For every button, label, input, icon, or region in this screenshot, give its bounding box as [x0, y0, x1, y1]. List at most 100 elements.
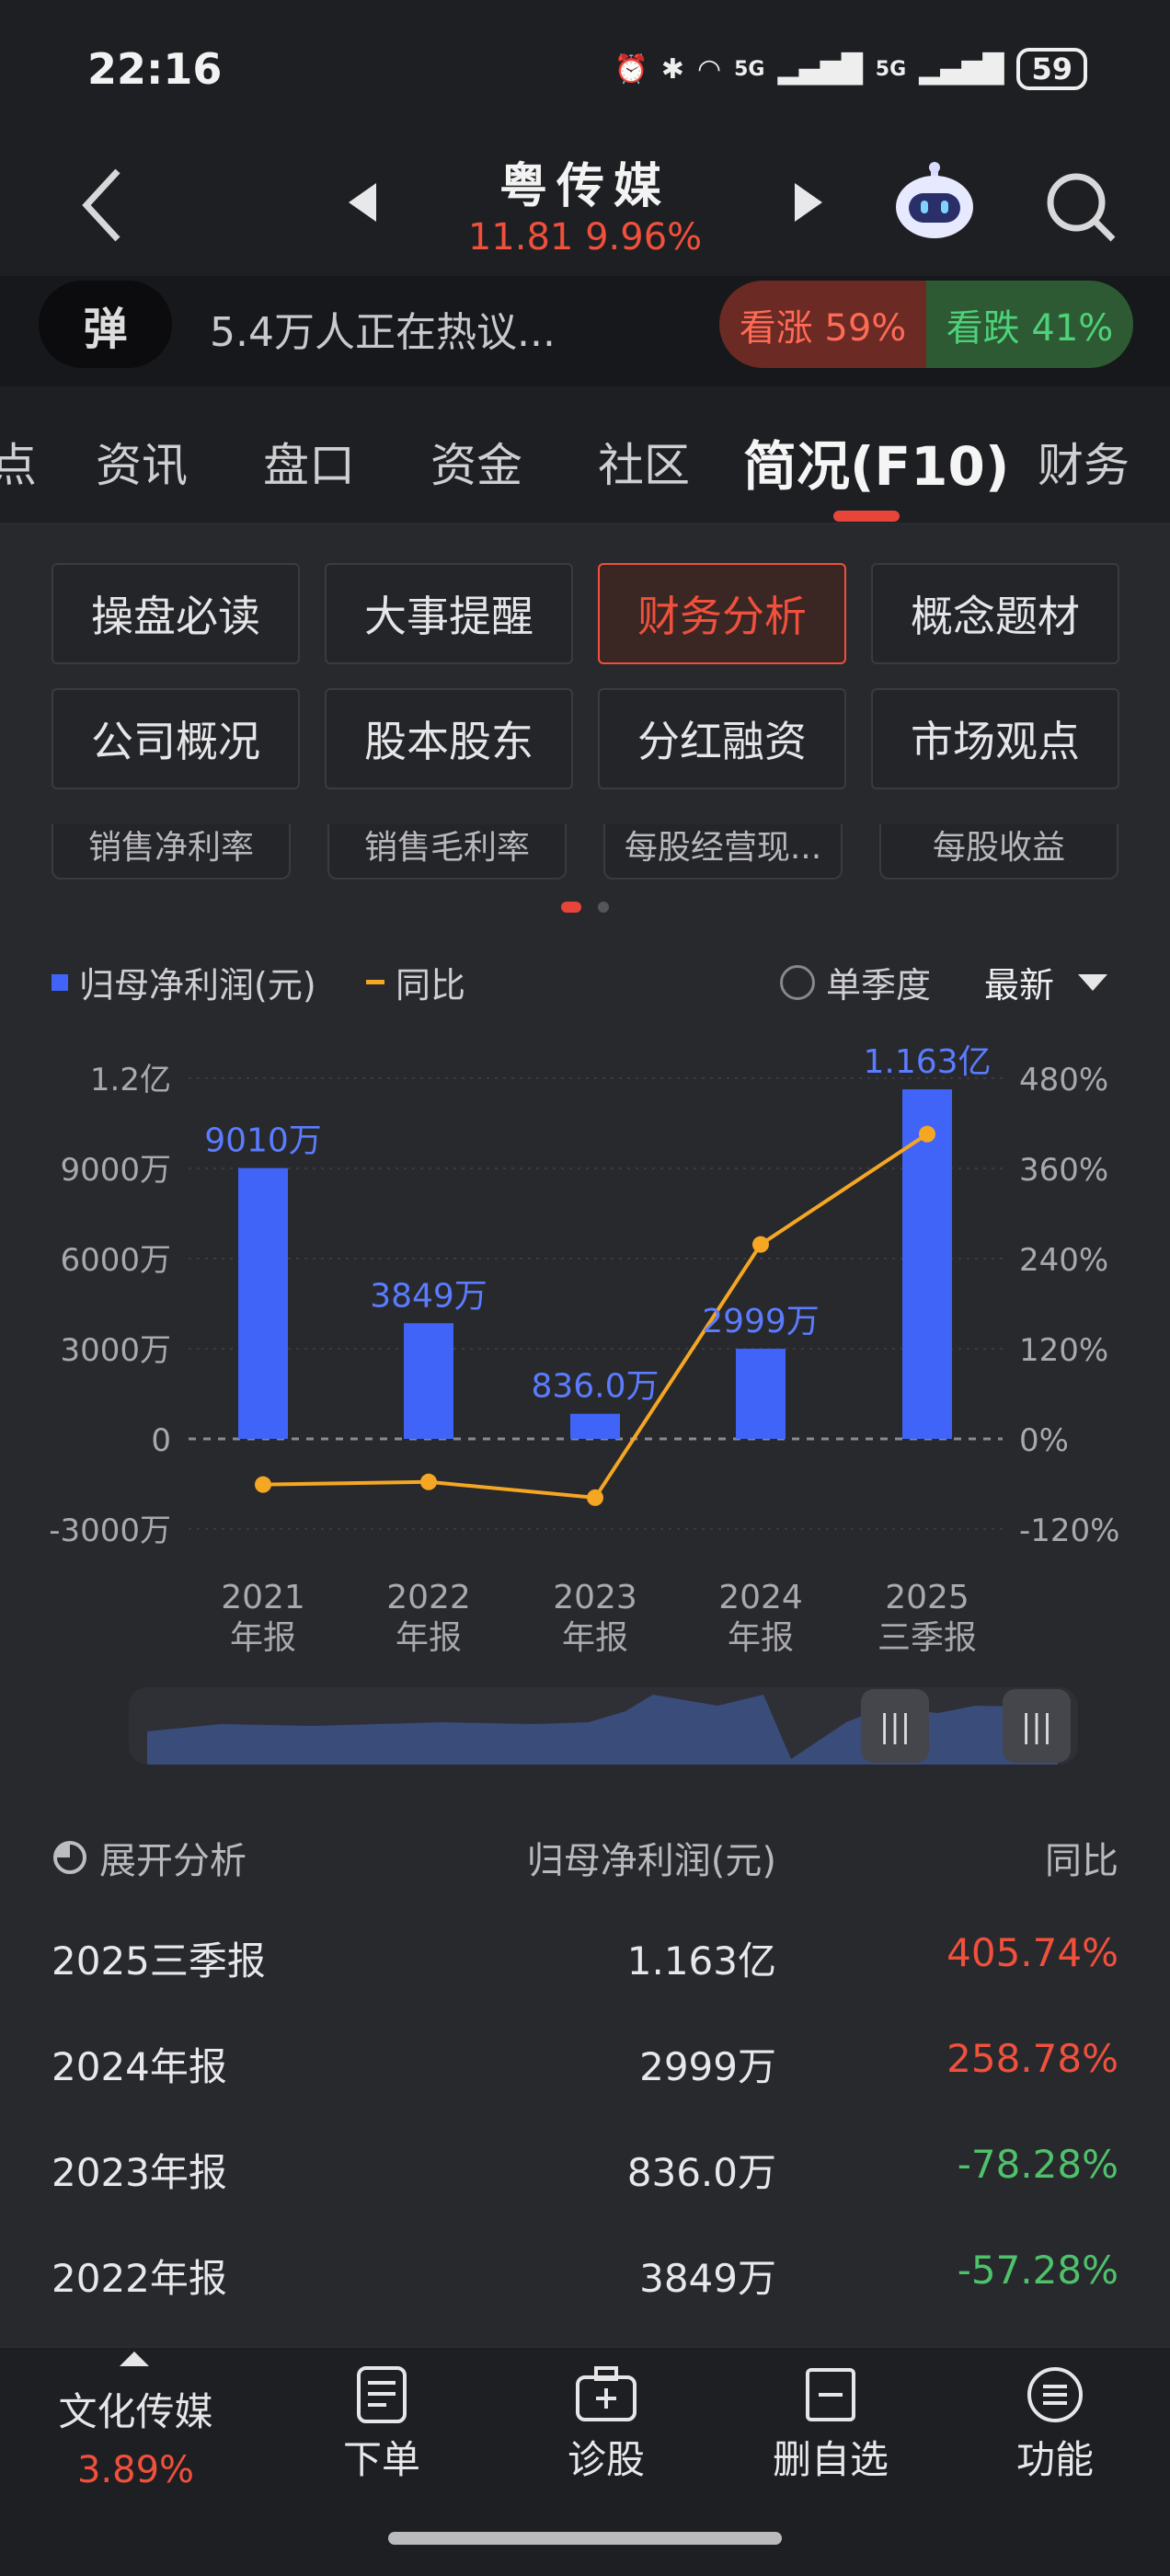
- events-reminder-button[interactable]: 大事提醒: [325, 563, 573, 664]
- chevron-down-icon: [1078, 973, 1108, 991]
- yoy-point: [420, 1473, 437, 1490]
- metric-op-cashflow-button[interactable]: 每股经营现...: [603, 824, 843, 880]
- chart-yoy-line: [255, 1125, 935, 1506]
- right-tick-label: 120%: [1019, 1332, 1108, 1369]
- bullish-vote-button[interactable]: 看涨 59%: [719, 281, 926, 368]
- signal-icon: ▂▄▆█: [777, 52, 863, 86]
- stock-price-change: 11.81 9.96%: [0, 216, 1170, 259]
- tab-f10[interactable]: 简况(F10): [743, 435, 1010, 498]
- single-quarter-label: 单季度: [826, 965, 932, 1006]
- functions-button[interactable]: 功能: [995, 2364, 1115, 2485]
- table-row-value: 3849万: [639, 2256, 776, 2301]
- table-row-yoy: 258.78%: [946, 2036, 1118, 2081]
- dividend-financing-button[interactable]: 分红融资: [598, 688, 846, 789]
- tab-news[interactable]: 资讯: [96, 439, 188, 492]
- legend-bar-swatch: [52, 973, 68, 991]
- active-tab-indicator: [833, 511, 900, 522]
- concept-theme-button[interactable]: 概念题材: [871, 563, 1119, 664]
- table-row-yoy: 405.74%: [946, 1930, 1118, 1975]
- chart-range-slider[interactable]: ||| |||: [129, 1685, 1078, 1766]
- bar-value-label: 2999万: [702, 1303, 820, 1340]
- danmu-toggle-button[interactable]: 弹: [39, 281, 172, 368]
- diagnose-label: 诊股: [567, 2437, 645, 2482]
- metric-gross-margin-button[interactable]: 销售毛利率: [327, 824, 567, 880]
- left-tick-label: 3000万: [60, 1332, 171, 1369]
- table-row-period: 2023年报: [52, 2150, 227, 2195]
- tab-partial[interactable]: 点: [0, 439, 37, 492]
- danmu-label: 弹: [83, 303, 128, 355]
- tab-funds[interactable]: 资金: [430, 439, 522, 492]
- remove-watchlist-label: 删自选: [772, 2437, 889, 2482]
- tab-finance[interactable]: 财务: [1038, 439, 1130, 492]
- right-tick-label: 240%: [1019, 1242, 1108, 1279]
- table-row-value: 2999万: [639, 2044, 776, 2089]
- x-tick-sublabel: 年报: [562, 1619, 628, 1657]
- search-icon[interactable]: [1039, 166, 1122, 248]
- legend-bar-label: 归母净利润(元): [79, 965, 316, 1006]
- diagnose-icon: [576, 2366, 637, 2421]
- main-tabs: 点 资讯 盘口 资金 社区 简况(F10) 财务: [0, 394, 1170, 524]
- remove-watchlist-button[interactable]: 删自选: [762, 2364, 900, 2485]
- table-row-value: 1.163亿: [626, 1938, 776, 1984]
- profit-bar: [404, 1323, 453, 1439]
- discussion-text[interactable]: 5.4万人正在热议...: [210, 309, 556, 356]
- bottom-nav: [0, 2346, 1170, 2504]
- battery-icon: 59: [1016, 48, 1087, 90]
- prev-stock-icon[interactable]: [345, 179, 382, 225]
- right-tick-label: 0%: [1019, 1422, 1069, 1459]
- profit-bar: [736, 1349, 786, 1439]
- chart-labels: 9010万3849万836.0万2999万1.163亿2021年报2022年报2…: [204, 1043, 991, 1657]
- order-button[interactable]: 下单: [322, 2364, 442, 2485]
- tab-orderbook[interactable]: 盘口: [263, 439, 355, 492]
- menu-icon: [1027, 2367, 1083, 2422]
- table-row-period: 2025三季报: [52, 1938, 266, 1984]
- sector-change: 3.89%: [76, 2449, 195, 2491]
- chevron-up-icon[interactable]: [116, 2348, 153, 2368]
- x-tick-sublabel: 三季报: [878, 1619, 977, 1657]
- x-tick-label: 2021: [221, 1579, 305, 1616]
- right-tick-label: -120%: [1019, 1512, 1119, 1549]
- table-row-yoy: -57.28%: [957, 2248, 1118, 2293]
- home-indicator[interactable]: [388, 2532, 782, 2545]
- pie-icon: [53, 1841, 86, 1874]
- status-bar: [0, 0, 1170, 138]
- right-tick-label: 360%: [1019, 1152, 1108, 1189]
- single-quarter-radio[interactable]: [780, 964, 815, 1000]
- table-col-yoy-header: 同比: [1045, 1840, 1118, 1882]
- expand-analysis-button[interactable]: 展开分析: [52, 1831, 247, 1884]
- bluetooth-icon: ✱: [660, 52, 684, 86]
- legend-bar: 归母净利润(元): [52, 957, 316, 1007]
- metric-eps-button[interactable]: 每股收益: [879, 824, 1118, 880]
- tab-community[interactable]: 社区: [598, 439, 690, 492]
- stock-price: 11.81: [467, 216, 574, 259]
- metric-net-margin-button[interactable]: 销售净利率: [52, 824, 291, 880]
- sector-name[interactable]: 文化传媒: [58, 2389, 213, 2434]
- company-profile-button[interactable]: 公司概况: [52, 688, 300, 789]
- profit-bar: [570, 1413, 620, 1439]
- financial-analysis-button[interactable]: 财务分析: [598, 563, 846, 664]
- diagnose-button[interactable]: 诊股: [546, 2364, 666, 2485]
- next-stock-icon[interactable]: [789, 179, 826, 225]
- stock-name: 粤传媒: [499, 159, 671, 214]
- bearish-vote-button[interactable]: 看跌 41%: [926, 281, 1133, 368]
- x-tick-sublabel: 年报: [230, 1619, 296, 1657]
- wifi-icon: ◠: [696, 52, 722, 86]
- robot-assistant-icon[interactable]: [890, 156, 979, 245]
- yoy-point: [587, 1489, 603, 1506]
- x-tick-sublabel: 年报: [396, 1619, 462, 1657]
- read-must-button[interactable]: 操盘必读: [52, 563, 300, 664]
- market-views-button[interactable]: 市场观点: [871, 688, 1119, 789]
- profit-chart: 1.2亿 9000万 6000万 3000万 0 -3000万 480% 360% 240% 12…: [49, 1043, 1119, 1657]
- period-dropdown-label: 最新: [984, 965, 1055, 1006]
- profit-bar: [902, 1089, 952, 1439]
- back-arrow-icon[interactable]: [74, 164, 129, 247]
- period-dropdown[interactable]: 最新: [984, 957, 1108, 1007]
- single-quarter-toggle[interactable]: 单季度: [780, 957, 931, 1007]
- legend-line-swatch: [366, 980, 384, 984]
- left-tick-label: 9000万: [60, 1152, 171, 1189]
- signal-icon-2: ▂▄▆█: [919, 52, 1004, 86]
- shareholders-button[interactable]: 股本股东: [325, 688, 573, 789]
- svg-text:|||: |||: [1021, 1708, 1052, 1745]
- range-handle-right: [1003, 1689, 1071, 1763]
- stock-change-pct: 9.96%: [585, 216, 703, 259]
